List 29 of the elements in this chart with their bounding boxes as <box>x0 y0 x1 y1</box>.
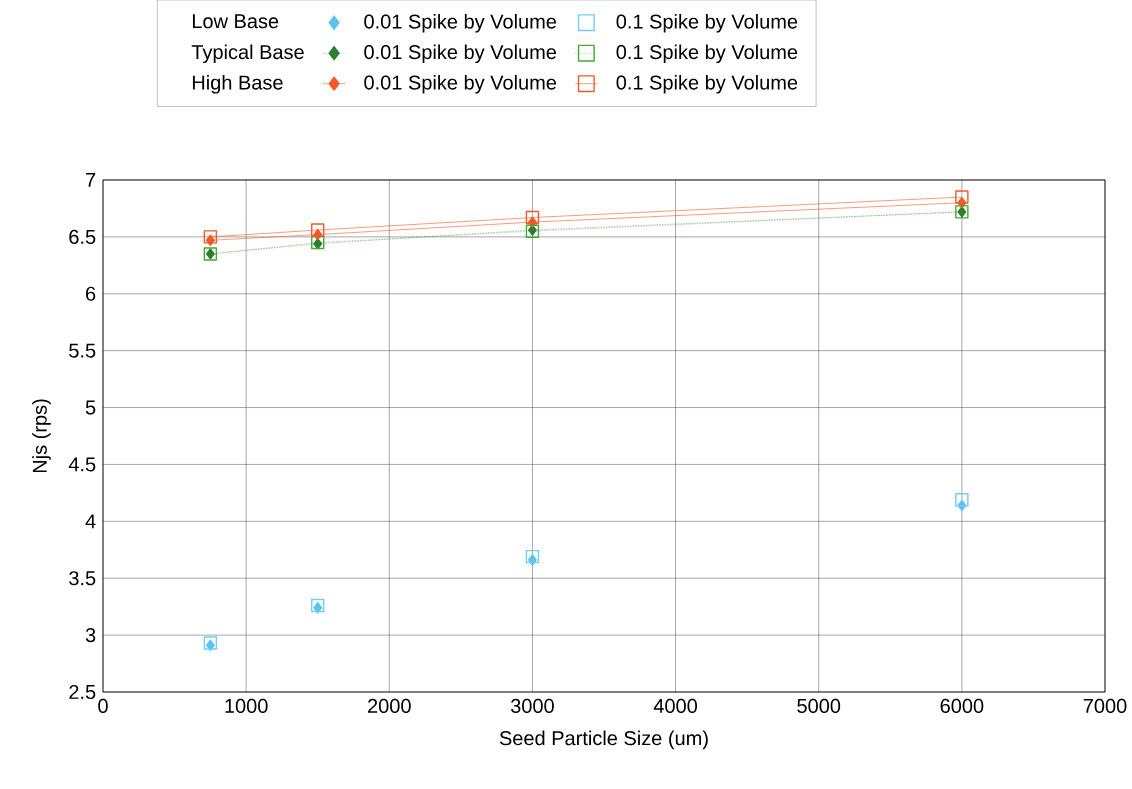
legend-label: 0.1 Spike by Volume <box>616 13 798 33</box>
y-tick-label: 5.5 <box>69 343 96 358</box>
legend-label: 0.01 Spike by Volume <box>364 74 557 94</box>
y-tick-label: 3.5 <box>69 571 96 586</box>
y-tick-label: 6.5 <box>69 229 96 244</box>
y-tick-label: 4.5 <box>68 457 96 472</box>
x-tick-label: 0 <box>98 698 108 713</box>
x-tick-label: 1000 <box>225 698 268 713</box>
y-tick-label: 7 <box>86 173 96 187</box>
text: High Base <box>192 74 283 94</box>
text: Typical Base <box>191 44 304 64</box>
x-tick-label: 2000 <box>368 698 411 713</box>
x-axis-title: Seed Particle Size (um) <box>499 730 708 750</box>
x-tick-label: 3000 <box>510 698 554 713</box>
text: Low Base <box>192 14 279 29</box>
x-tick-label: 7000 <box>1083 698 1127 713</box>
y-tick-label: 3 <box>85 628 96 643</box>
legend-label: 0.1 Spike by Volume <box>616 74 798 94</box>
x-tick-label: 6000 <box>940 698 984 713</box>
x-tick-label: 5000 <box>797 698 841 713</box>
legend-label: 0.01 Spike by Volume <box>364 13 557 33</box>
y-tick-label: 6 <box>86 286 96 301</box>
y-tick-label: 5 <box>85 400 96 415</box>
legend-label: 0.1 Spike by Volume <box>616 44 798 64</box>
y-tick-label: 2.5 <box>69 684 96 700</box>
legend-label: 0.01 Spike by Volume <box>364 44 557 64</box>
x-tick-label: 4000 <box>653 698 698 713</box>
y-tick-label: 4 <box>85 514 96 529</box>
y-axis-title: Njs (rps) <box>32 399 51 473</box>
